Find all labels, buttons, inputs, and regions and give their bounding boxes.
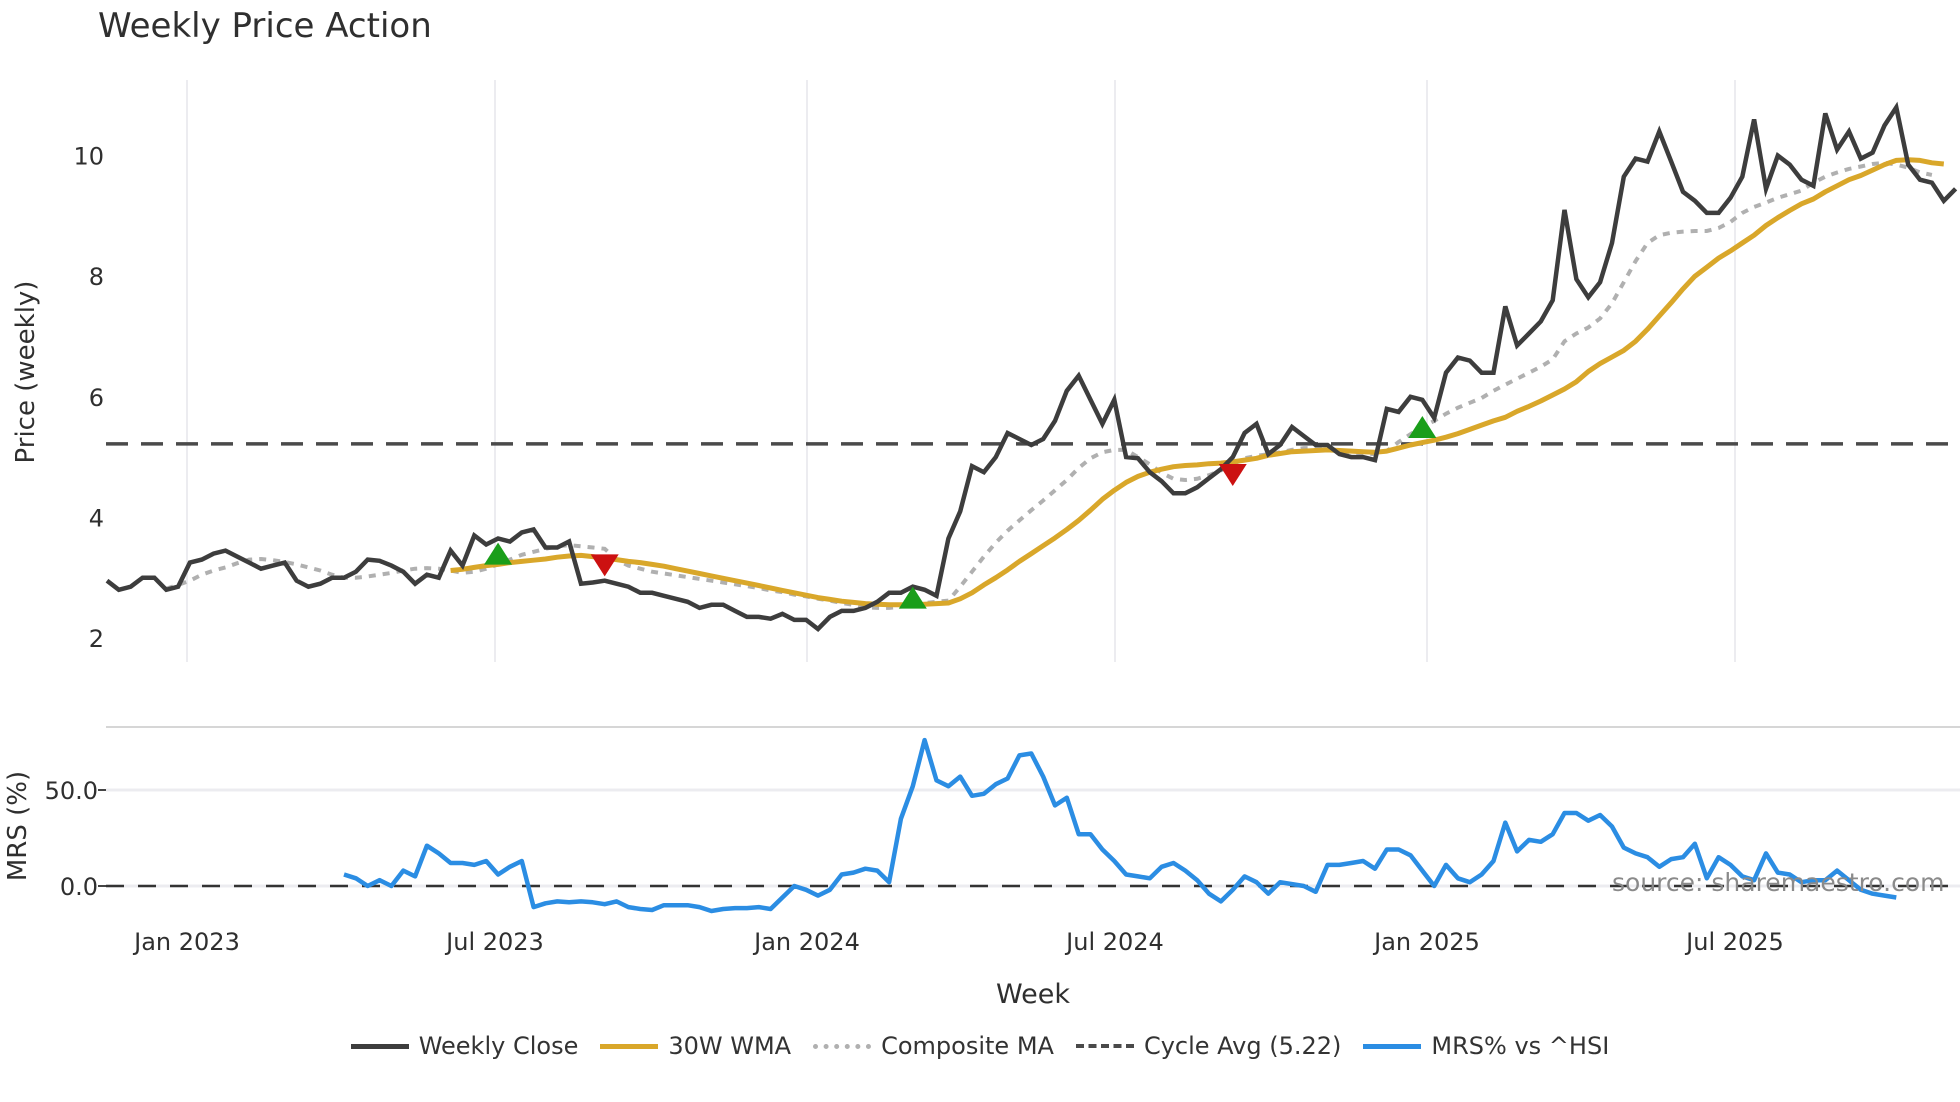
buy-signal-triangle-icon xyxy=(484,542,513,565)
x-tick-label: Jan 2025 xyxy=(1372,928,1480,956)
price-y-tick: 6 xyxy=(89,384,104,412)
sell-signal-triangle-icon xyxy=(590,554,619,577)
price-y-tick: 10 xyxy=(73,143,104,171)
mrs-y-axis: 0.0 50.0 xyxy=(45,777,106,901)
x-tick-label: Jul 2023 xyxy=(444,928,544,956)
x-axis-label: Week xyxy=(996,979,1070,1010)
legend-item-wma: 30W WMA xyxy=(600,1032,791,1060)
price-y-tick: 2 xyxy=(89,625,104,653)
mrs-series xyxy=(106,737,1960,914)
legend-label: Weekly Close xyxy=(418,1032,579,1060)
price-series xyxy=(105,101,1958,632)
legend-label: Cycle Avg (5.22) xyxy=(1143,1032,1342,1060)
weekly-close-line xyxy=(105,101,1958,632)
chart-title: Weekly Price Action xyxy=(98,6,432,46)
legend-item-close: Weekly Close xyxy=(350,1032,579,1060)
mrs-y-tick: 0.0 xyxy=(60,873,98,901)
mrs-axis-label: MRS (%) xyxy=(3,771,33,881)
sell-signal-triangle-icon xyxy=(1218,463,1247,486)
price-y-tick: 4 xyxy=(89,504,104,532)
buy-signal-triangle-icon xyxy=(898,586,927,609)
wma-swatch-icon xyxy=(600,1043,659,1049)
price-y-axis: 2 4 6 8 10 xyxy=(73,143,104,653)
composite-ma-line xyxy=(165,160,1933,610)
price-y-tick: 8 xyxy=(89,263,104,291)
grid-lines xyxy=(106,80,1960,888)
x-tick-label: Jan 2024 xyxy=(752,928,860,956)
legend-label: MRS% vs ^HSI xyxy=(1431,1032,1610,1060)
source-watermark: source: sharemaestro.com xyxy=(1612,868,1945,897)
legend-item-cycle: Cycle Avg (5.22) xyxy=(1075,1032,1342,1060)
cycle-swatch-icon xyxy=(1075,1044,1134,1048)
legend-label: 30W WMA xyxy=(668,1032,792,1060)
legend-item-composite: Composite MA xyxy=(813,1032,1054,1060)
legend-label: Composite MA xyxy=(881,1032,1054,1060)
x-tick-label: Jul 2024 xyxy=(1064,928,1164,956)
mrs-line xyxy=(343,737,1897,914)
composite-swatch-icon xyxy=(813,1043,872,1049)
x-tick-label: Jul 2025 xyxy=(1684,928,1784,956)
close-swatch-icon xyxy=(350,1043,409,1049)
chart-legend: Weekly Close 30W WMA Composite MA Cycle Avg… xyxy=(0,1032,1960,1060)
mrs-y-tick: 50.0 xyxy=(45,777,98,805)
x-tick-label: Jan 2023 xyxy=(132,928,240,956)
signal-markers xyxy=(484,415,1437,609)
buy-signal-triangle-icon xyxy=(1408,415,1437,438)
legend-item-mrs: MRS% vs ^HSI xyxy=(1363,1032,1609,1060)
mrs-swatch-icon xyxy=(1363,1043,1422,1049)
x-axis: Jan 2023 Jul 2023 Jan 2024 Jul 2024 Jan 2025… xyxy=(132,928,1784,956)
wma-30w-line xyxy=(450,157,1945,608)
price-axis-label: Price (weekly) xyxy=(11,281,41,464)
